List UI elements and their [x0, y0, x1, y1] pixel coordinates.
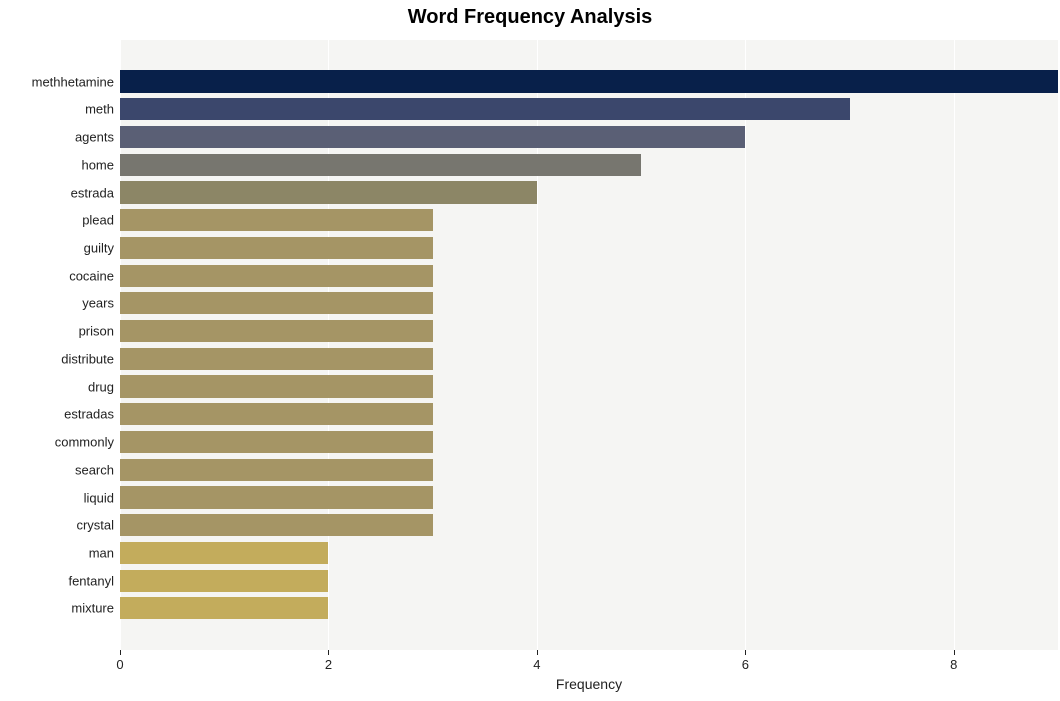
bar	[120, 403, 433, 425]
bar-row	[120, 511, 1058, 539]
bar-row	[120, 345, 1058, 373]
bar	[120, 154, 641, 176]
bar-row	[120, 206, 1058, 234]
y-axis-label: man	[89, 545, 114, 560]
bar-row	[120, 234, 1058, 262]
bar	[120, 320, 433, 342]
bar-row	[120, 595, 1058, 623]
word-frequency-chart: Word Frequency Analysis methhetaminemeth…	[0, 0, 1060, 701]
bar-row	[120, 123, 1058, 151]
bar-row	[120, 428, 1058, 456]
bar	[120, 98, 850, 120]
bar	[120, 514, 433, 536]
x-tick-label: 6	[742, 657, 749, 672]
y-axis-label: estrada	[71, 185, 114, 200]
y-axis-labels: methhetamine meth agents home estrada plead gu…	[0, 40, 114, 650]
x-tick-label: 4	[533, 657, 540, 672]
y-axis-label: methhetamine	[32, 74, 114, 89]
y-axis-label: distribute	[61, 351, 114, 366]
bars-container	[120, 40, 1058, 650]
x-tick	[954, 650, 955, 655]
y-axis-label: cocaine	[69, 268, 114, 283]
bar	[120, 570, 328, 592]
chart-title: Word Frequency Analysis	[0, 0, 1060, 33]
y-axis-label: commonly	[55, 435, 114, 450]
y-axis-label: plead	[82, 213, 114, 228]
x-tick-label: 0	[116, 657, 123, 672]
bar	[120, 542, 328, 564]
y-axis-label: guilty	[84, 240, 114, 255]
y-axis-label: mixture	[71, 601, 114, 616]
bar	[120, 237, 433, 259]
x-tick	[328, 650, 329, 655]
bar-row	[120, 456, 1058, 484]
bar-row	[120, 484, 1058, 512]
bar-row	[120, 68, 1058, 96]
bar	[120, 209, 433, 231]
x-axis-label: Frequency	[556, 676, 622, 692]
bar-row	[120, 567, 1058, 595]
bar-row	[120, 290, 1058, 318]
bar-row	[120, 95, 1058, 123]
bar	[120, 70, 1058, 92]
bar	[120, 348, 433, 370]
bar	[120, 265, 433, 287]
bar	[120, 375, 433, 397]
y-axis-label: home	[81, 157, 114, 172]
y-axis-label: estradas	[64, 407, 114, 422]
x-tick-label: 8	[950, 657, 957, 672]
bar	[120, 292, 433, 314]
y-axis-label: drug	[88, 379, 114, 394]
plot-area	[120, 40, 1058, 650]
bar-row	[120, 317, 1058, 345]
y-axis-label: meth	[85, 102, 114, 117]
bar-row	[120, 262, 1058, 290]
x-tick	[745, 650, 746, 655]
x-tick	[120, 650, 121, 655]
bar-row	[120, 151, 1058, 179]
bar	[120, 486, 433, 508]
y-axis-label: fentanyl	[68, 573, 114, 588]
y-axis-label: liquid	[84, 490, 114, 505]
bar	[120, 181, 537, 203]
y-axis-label: prison	[79, 324, 114, 339]
bar	[120, 459, 433, 481]
bar-row	[120, 179, 1058, 207]
bar-row	[120, 539, 1058, 567]
y-axis-label: crystal	[76, 518, 114, 533]
bar	[120, 431, 433, 453]
bar-row	[120, 400, 1058, 428]
bar-row	[120, 373, 1058, 401]
y-axis-label: agents	[75, 130, 114, 145]
x-tick-label: 2	[325, 657, 332, 672]
bar	[120, 126, 745, 148]
y-axis-label: search	[75, 462, 114, 477]
x-tick	[537, 650, 538, 655]
bar	[120, 597, 328, 619]
y-axis-label: years	[82, 296, 114, 311]
